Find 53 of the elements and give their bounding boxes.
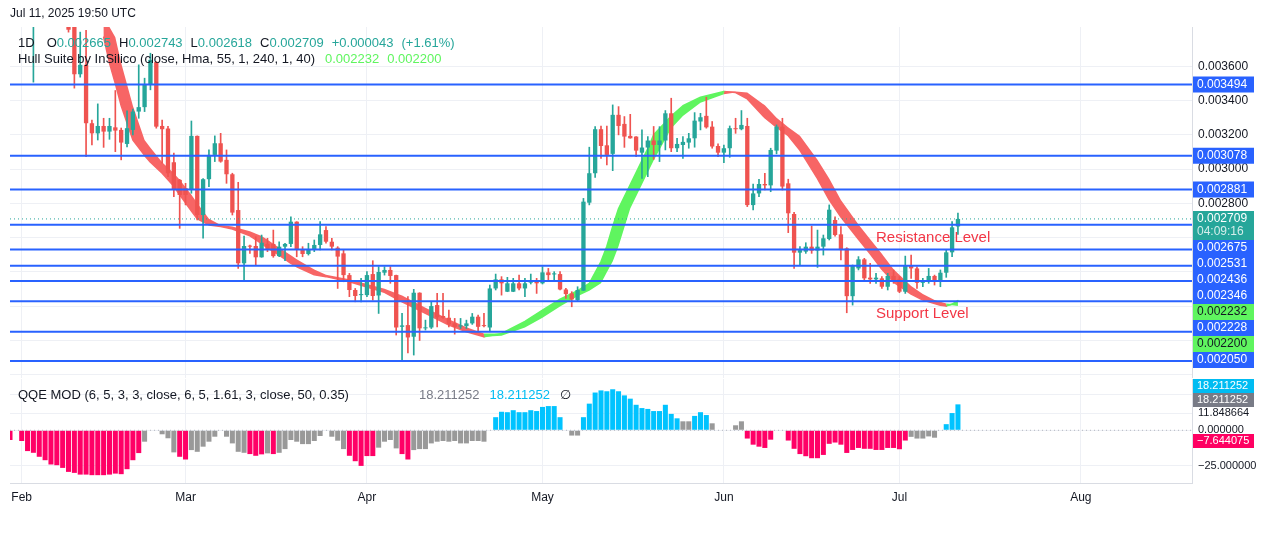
text: 18.211252 <box>1197 393 1249 406</box>
annotation: Support Level <box>876 304 969 322</box>
text: QQE MOD (6, 5, 3, 3, close, 6, 5, 1.61, 3, close, 50, 0.35) <box>18 387 349 402</box>
annotation: 18.211252 <box>418 387 480 402</box>
x-tick-label: May <box>531 489 554 504</box>
ref-line-label: 0.002531 <box>1197 256 1248 271</box>
y-tick-label: 0.003200 <box>1198 127 1249 142</box>
annotation: 0.002232 <box>324 51 380 66</box>
candlestick <box>645 136 650 177</box>
text: 0.002200 <box>1197 336 1248 351</box>
x-tick-label: Aug <box>1070 489 1092 504</box>
annotation: 0.002200 <box>387 51 442 66</box>
x-tick-label: Jul <box>891 489 908 504</box>
candlestick <box>113 90 118 152</box>
y-tick-label: −25.000000 <box>1198 458 1257 471</box>
candlestick <box>136 64 141 119</box>
ref-line-label: 0.003494 <box>1197 76 1248 91</box>
bar <box>709 423 715 430</box>
candlestick <box>481 313 487 328</box>
ref-line-label: 0.002675 <box>1197 240 1248 255</box>
text: Jul 11, 2025 19:50 UTC <box>10 6 136 20</box>
candlestick <box>552 271 557 281</box>
y-tick-label: 0.000000 <box>1198 423 1244 436</box>
ref-line-label: 0.002050 <box>1197 352 1248 367</box>
bar <box>142 430 148 442</box>
ref-line-label: 0.003078 <box>1197 148 1248 163</box>
annotation: Resistance Level <box>876 227 991 245</box>
text: 0.002232 <box>1197 304 1248 319</box>
y-tick-label: 0.003600 <box>1198 58 1249 73</box>
bar <box>270 430 276 455</box>
x-tick-label: Apr <box>357 489 377 504</box>
text: 04:09:16 <box>1197 224 1245 239</box>
y-tick-label: 0.002800 <box>1198 195 1249 210</box>
y-tick-label: 0.003400 <box>1198 92 1249 107</box>
annotation: 18.211252 <box>489 387 550 402</box>
text: 18.211252 <box>1197 379 1249 392</box>
ref-line-label: 0.002709 <box>1197 211 1248 226</box>
candlestick <box>680 136 686 159</box>
ref-line-label: 0.002881 <box>1197 181 1248 196</box>
text: −7.644075 <box>1197 434 1250 447</box>
x-tick-label: Mar <box>175 489 196 504</box>
candlestick <box>440 293 446 319</box>
annotation: ∅ <box>559 387 572 402</box>
candlestick <box>639 129 645 179</box>
x-tick-label: Feb <box>11 489 33 504</box>
ref-line-label: 0.002346 <box>1197 288 1248 303</box>
ref-line-label: 0.002436 <box>1197 272 1248 287</box>
y-tick-label: 11.848664 <box>1198 406 1250 419</box>
bar <box>264 430 270 454</box>
x-tick-label: Jun <box>714 489 734 504</box>
y-tick-label: 0.003000 <box>1198 161 1249 176</box>
ref-line-label: 0.002228 <box>1197 320 1248 335</box>
candlestick <box>399 313 405 362</box>
